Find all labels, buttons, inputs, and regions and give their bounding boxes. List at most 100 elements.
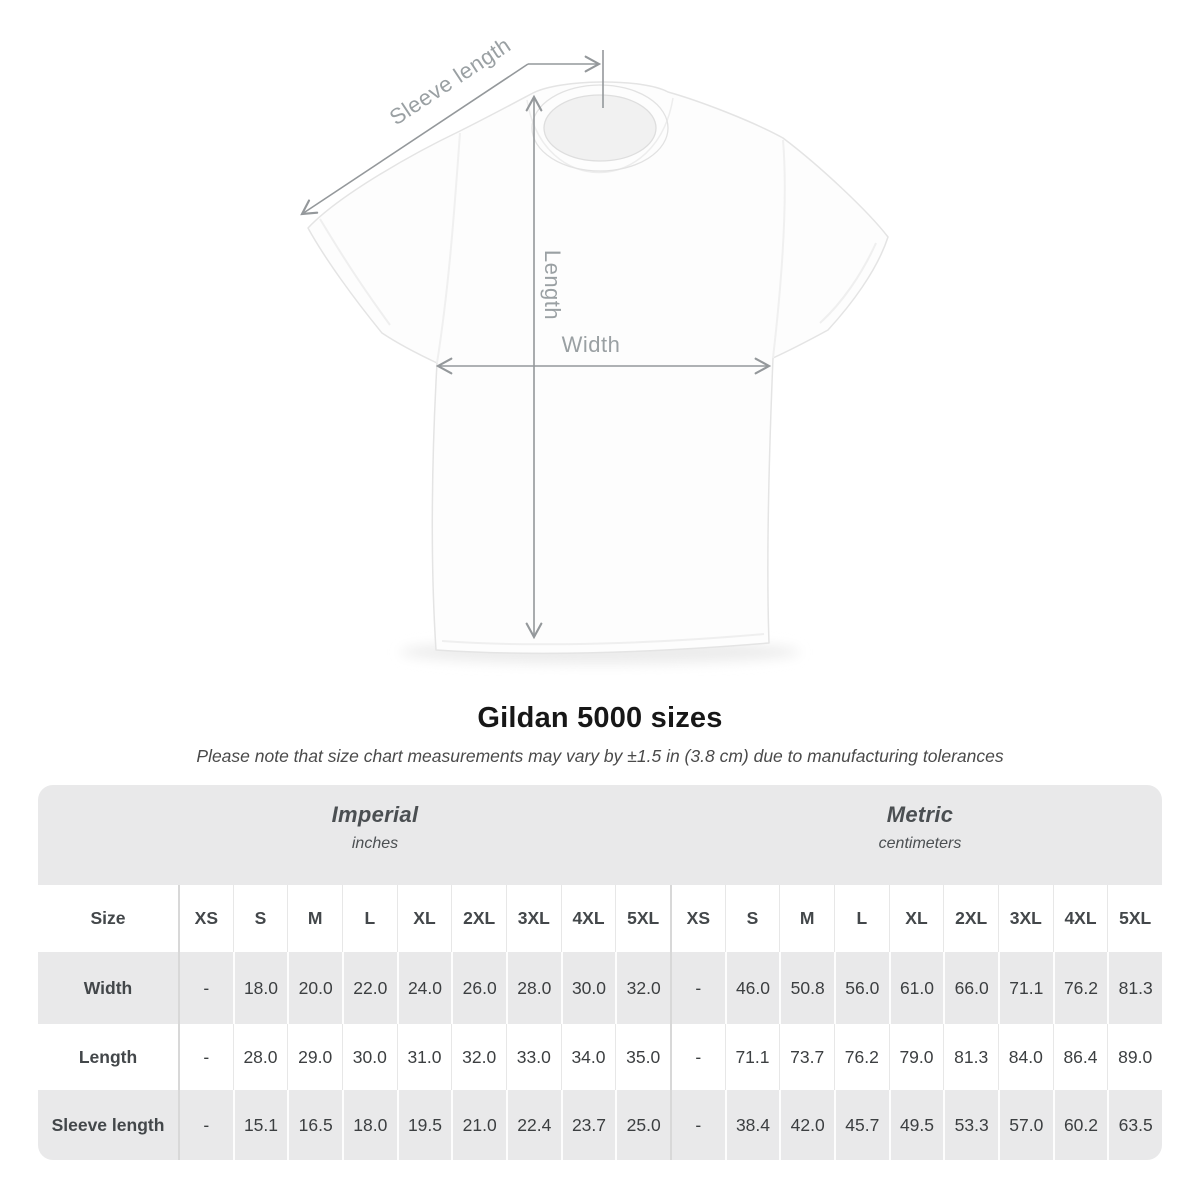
metric-header-group: Metric centimeters bbox=[879, 802, 962, 853]
value-cell: 22.0 bbox=[342, 952, 397, 1024]
row-label-cell: Length bbox=[38, 1024, 178, 1090]
value-cell: 15.1 bbox=[232, 1090, 288, 1160]
collar-band-inner bbox=[543, 94, 657, 162]
value-cell: 46.0 bbox=[724, 952, 780, 1024]
tolerance-note: Please note that size chart measurements… bbox=[196, 746, 1004, 766]
left-sleeve-hem bbox=[319, 218, 391, 326]
value-cell: 63.5 bbox=[1107, 1090, 1162, 1160]
tshirt-measurement-figure: Width Length Sleeve length bbox=[300, 32, 889, 664]
value-cell: 30.0 bbox=[560, 952, 616, 1024]
value-cell: 81.3 bbox=[1107, 952, 1162, 1024]
collar-opening bbox=[544, 95, 656, 161]
value-cell: 18.0 bbox=[232, 952, 288, 1024]
value-cell: 66.0 bbox=[943, 952, 998, 1024]
value-cell: 61.0 bbox=[888, 952, 944, 1024]
value-cell: - bbox=[670, 1090, 725, 1160]
value-cell: 29.0 bbox=[287, 1024, 342, 1090]
imperial-sublabel: inches bbox=[351, 835, 399, 852]
column-header-cell: 3XL bbox=[506, 885, 561, 952]
value-cell: 19.5 bbox=[396, 1090, 452, 1160]
value-cell: 38.4 bbox=[724, 1090, 780, 1160]
imperial-header-group: Imperial inches bbox=[332, 802, 419, 853]
value-cell: 28.0 bbox=[232, 1024, 288, 1090]
column-header-cell: 4XL bbox=[560, 885, 616, 952]
value-cell: 20.0 bbox=[287, 952, 342, 1024]
value-cell: 79.0 bbox=[888, 1024, 944, 1090]
right-sleeve-seam bbox=[772, 139, 786, 359]
row-label-cell: Width bbox=[38, 952, 178, 1024]
value-cell: 16.5 bbox=[287, 1090, 342, 1160]
value-cell: - bbox=[178, 1090, 233, 1160]
bottom-hem-seam bbox=[441, 633, 765, 646]
value-cell: 23.7 bbox=[560, 1090, 616, 1160]
value-cell: - bbox=[178, 1024, 233, 1090]
value-cell: - bbox=[670, 1024, 725, 1090]
value-cell: 76.2 bbox=[834, 1024, 889, 1090]
sleeve-dimension-arrow bbox=[300, 63, 529, 216]
value-cell: 33.0 bbox=[506, 1024, 561, 1090]
value-cell: 81.3 bbox=[943, 1024, 998, 1090]
value-cell: 45.7 bbox=[834, 1090, 889, 1160]
left-sleeve-seam bbox=[436, 132, 461, 364]
value-cell: 56.0 bbox=[834, 952, 889, 1024]
value-cell: 25.0 bbox=[615, 1090, 670, 1160]
size-chart-table: Imperial inches Metric centimeters Size X… bbox=[38, 785, 1162, 1160]
column-header-cell: 3XL bbox=[998, 885, 1053, 952]
value-cell: 34.0 bbox=[560, 1024, 616, 1090]
value-cell: 18.0 bbox=[342, 1090, 397, 1160]
column-header-cell: S bbox=[232, 885, 288, 952]
right-sleeve-hem bbox=[819, 242, 877, 324]
column-header-cell: 2XL bbox=[943, 885, 998, 952]
value-cell: 32.0 bbox=[451, 1024, 506, 1090]
value-cell: - bbox=[178, 952, 233, 1024]
value-cell: 57.0 bbox=[998, 1090, 1053, 1160]
column-header-cell: 5XL bbox=[1107, 885, 1162, 952]
value-cell: 50.8 bbox=[779, 952, 834, 1024]
page-title: Gildan 5000 sizes bbox=[477, 702, 723, 734]
value-cell: 31.0 bbox=[396, 1024, 452, 1090]
value-cell: 21.0 bbox=[451, 1090, 506, 1160]
column-header-cell: L bbox=[834, 885, 889, 952]
column-header-cell: XS bbox=[670, 885, 725, 952]
value-cell: 84.0 bbox=[998, 1024, 1053, 1090]
length-label: Length bbox=[540, 250, 565, 320]
metric-sublabel: centimeters bbox=[878, 835, 962, 852]
row-label-cell: Sleeve length bbox=[38, 1090, 178, 1160]
value-cell: 76.2 bbox=[1052, 952, 1108, 1024]
unit-header-band: Imperial inches Metric centimeters bbox=[38, 785, 1162, 885]
value-cell: 28.0 bbox=[506, 952, 561, 1024]
column-header-cell: 5XL bbox=[615, 885, 670, 952]
value-cell: 71.1 bbox=[724, 1024, 780, 1090]
value-cell: 26.0 bbox=[451, 952, 506, 1024]
value-cell: 71.1 bbox=[998, 952, 1053, 1024]
value-cell: 32.0 bbox=[615, 952, 670, 1024]
tshirt-illustration: Width Length Sleeve length bbox=[300, 32, 889, 664]
column-header-cell: 4XL bbox=[1052, 885, 1108, 952]
value-cell: 30.0 bbox=[342, 1024, 397, 1090]
column-header-cell: XS bbox=[178, 885, 233, 952]
width-label: Width bbox=[562, 332, 621, 357]
value-cell: 53.3 bbox=[943, 1090, 998, 1160]
column-header-cell: XL bbox=[888, 885, 944, 952]
value-cell: 86.4 bbox=[1052, 1024, 1108, 1090]
column-header-cell: XL bbox=[396, 885, 452, 952]
value-cell: 89.0 bbox=[1107, 1024, 1162, 1090]
chart-heading: Gildan 5000 sizes Please note that size … bbox=[0, 702, 1200, 767]
imperial-label: Imperial bbox=[331, 802, 419, 827]
value-cell: 24.0 bbox=[396, 952, 452, 1024]
metric-label: Metric bbox=[886, 802, 954, 827]
column-header-cell: M bbox=[287, 885, 342, 952]
column-header-cell: 2XL bbox=[451, 885, 506, 952]
column-header-cell: M bbox=[779, 885, 834, 952]
value-cell: 22.4 bbox=[506, 1090, 561, 1160]
value-cell: 73.7 bbox=[779, 1024, 834, 1090]
value-cell: 42.0 bbox=[779, 1090, 834, 1160]
value-cell: 49.5 bbox=[888, 1090, 944, 1160]
value-cell: 35.0 bbox=[615, 1024, 670, 1090]
value-cell: - bbox=[670, 952, 725, 1024]
tshirt-body bbox=[307, 81, 889, 655]
value-cell: 60.2 bbox=[1052, 1090, 1108, 1160]
column-header-cell: L bbox=[342, 885, 397, 952]
column-header-cell: S bbox=[724, 885, 780, 952]
size-column-header: Size bbox=[38, 885, 178, 952]
